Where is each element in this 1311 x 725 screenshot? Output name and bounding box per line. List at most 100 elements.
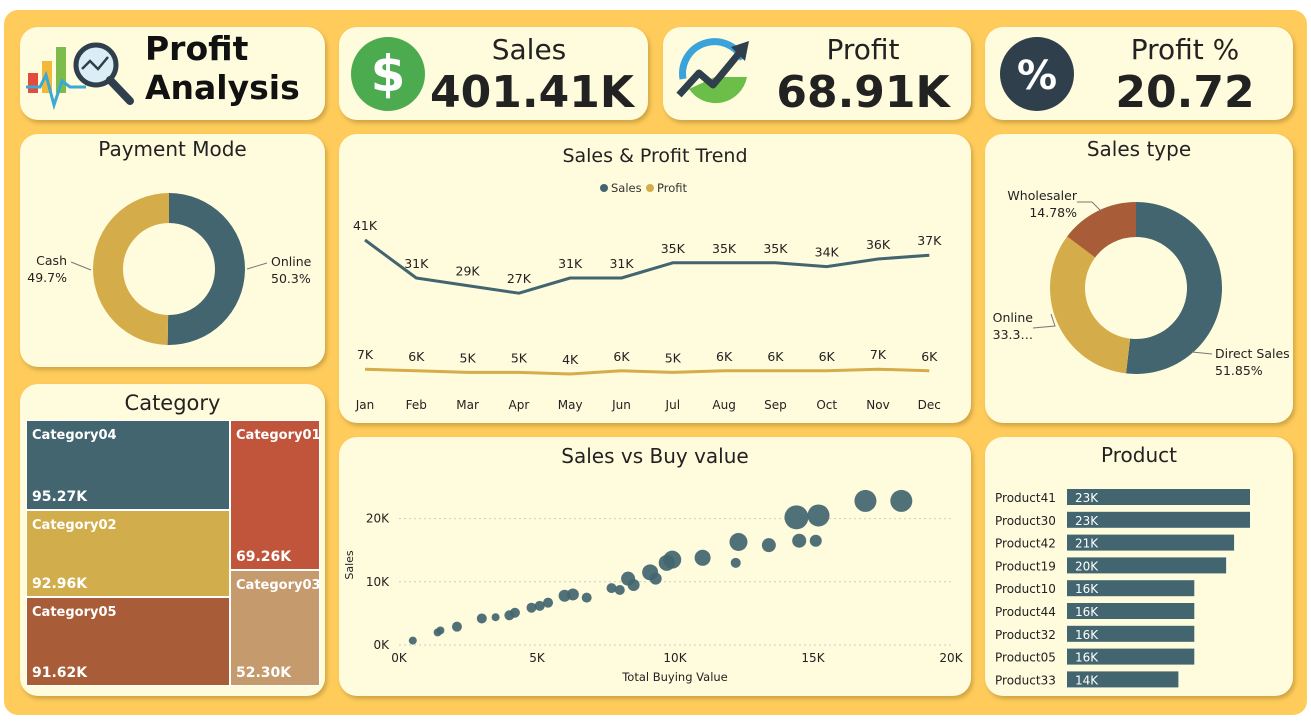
scatter-point[interactable] bbox=[854, 489, 877, 512]
bar-category-label: Product32 bbox=[995, 628, 1056, 642]
scatter-point[interactable] bbox=[658, 554, 675, 571]
bar-value-label: 16K bbox=[1075, 651, 1099, 665]
donut-slice[interactable] bbox=[93, 193, 169, 345]
category-name: Category04 bbox=[32, 428, 117, 443]
scatter-title: Sales vs Buy value bbox=[561, 444, 749, 468]
product-bar[interactable] bbox=[1067, 671, 1179, 688]
scatter-point[interactable] bbox=[627, 578, 640, 591]
slice-value-label: 33.3… bbox=[993, 327, 1033, 342]
product-bar[interactable] bbox=[1067, 489, 1250, 505]
scatter-point[interactable] bbox=[694, 549, 711, 566]
scatter-point[interactable] bbox=[784, 505, 809, 530]
slice-value-label: 51.85% bbox=[1215, 363, 1263, 378]
category-cell[interactable]: Category05 91.62K bbox=[27, 598, 229, 685]
x-tick-label: Dec bbox=[918, 398, 941, 412]
kpi-sales-label: Sales bbox=[491, 33, 567, 66]
bar-category-label: Product44 bbox=[995, 605, 1056, 619]
sales-vs-buy-tile: Sales vs Buy value 0K 10K 20K 0K 5K 10K 15K 20K… bbox=[339, 437, 971, 696]
x-tick-label: Sep bbox=[764, 398, 787, 412]
scatter-point[interactable] bbox=[649, 572, 662, 585]
product-bar[interactable] bbox=[1067, 648, 1195, 665]
category-value: 95.27K bbox=[32, 489, 88, 505]
category-cell[interactable]: Category04 95.27K bbox=[27, 421, 229, 509]
donut-slice[interactable] bbox=[1067, 202, 1136, 258]
page-title-line2: Analysis bbox=[145, 68, 300, 107]
scatter-point[interactable] bbox=[792, 533, 807, 548]
scatter-point[interactable] bbox=[433, 628, 442, 637]
product-bar[interactable] bbox=[1067, 511, 1250, 528]
data-label: 29K bbox=[456, 264, 481, 279]
x-tick-label: 15K bbox=[801, 651, 825, 665]
x-tick-label: May bbox=[558, 398, 583, 412]
product-bar[interactable] bbox=[1067, 580, 1195, 597]
category-cell[interactable]: Category01 69.26K bbox=[231, 421, 321, 569]
slice-name-label: Online bbox=[271, 254, 312, 269]
slice-value-label: 50.3% bbox=[271, 271, 311, 286]
product-bar[interactable] bbox=[1067, 557, 1227, 574]
data-label: 6K bbox=[408, 349, 425, 364]
scatter-point[interactable] bbox=[761, 538, 776, 553]
scatter-point[interactable] bbox=[807, 504, 830, 527]
data-label: 36K bbox=[866, 237, 891, 252]
x-tick-label: 10K bbox=[663, 651, 687, 665]
scatter-point[interactable] bbox=[543, 597, 554, 608]
percent-icon: % bbox=[1000, 37, 1074, 111]
scatter-point[interactable] bbox=[809, 534, 822, 547]
scatter-point[interactable] bbox=[491, 613, 500, 622]
scatter-point[interactable] bbox=[614, 585, 625, 596]
payment-mode-title: Payment Mode bbox=[98, 137, 247, 161]
data-label: 7K bbox=[870, 347, 887, 362]
scatter-point[interactable] bbox=[476, 613, 487, 624]
x-tick-label: Nov bbox=[866, 398, 889, 412]
data-label: 6K bbox=[819, 349, 836, 364]
slice-name-label: Direct Sales bbox=[1215, 346, 1290, 361]
donut-slice[interactable] bbox=[1126, 202, 1222, 374]
category-value: 52.30K bbox=[236, 665, 292, 681]
product-bar[interactable] bbox=[1067, 625, 1195, 642]
category-treemap: Category04 95.27K Category02 92.96K Cate… bbox=[26, 420, 321, 686]
category-cell[interactable]: Category03 52.30K bbox=[231, 571, 321, 685]
slice-name-label: Cash bbox=[36, 253, 67, 268]
scatter-point[interactable] bbox=[729, 532, 748, 551]
data-label: 27K bbox=[507, 271, 532, 286]
title-tile: Profit Analysis bbox=[20, 27, 325, 120]
y-tick-label: 0K bbox=[373, 638, 390, 652]
bar-category-label: Product42 bbox=[995, 537, 1056, 551]
scatter-point[interactable] bbox=[581, 592, 592, 603]
bar-value-label: 16K bbox=[1075, 628, 1099, 642]
donut-slice[interactable] bbox=[1050, 236, 1131, 374]
data-label: 31K bbox=[404, 256, 429, 271]
scatter-point[interactable] bbox=[606, 583, 617, 594]
data-label: 4K bbox=[562, 352, 579, 367]
data-label: 6K bbox=[921, 349, 938, 364]
scatter-point[interactable] bbox=[526, 602, 537, 613]
scatter-point[interactable] bbox=[730, 557, 741, 568]
scatter-point[interactable] bbox=[504, 610, 515, 621]
x-tick-label: Apr bbox=[509, 398, 530, 412]
product-tile: Product Product41 23K Product30 23K Product4… bbox=[985, 437, 1293, 696]
series-line-sales bbox=[364, 238, 930, 295]
kpi-profit-pct-tile: % Profit % 20.72 bbox=[985, 27, 1293, 120]
category-cell[interactable]: Category02 92.96K bbox=[27, 511, 229, 596]
scatter-point[interactable] bbox=[451, 621, 462, 632]
leader-line bbox=[1077, 201, 1103, 213]
legend-sales-marker bbox=[600, 184, 608, 192]
scatter-point[interactable] bbox=[408, 636, 417, 645]
svg-text:$: $ bbox=[371, 45, 406, 103]
bar-value-label: 20K bbox=[1075, 559, 1099, 573]
dollar-icon: $ bbox=[351, 37, 425, 111]
sales-type-title: Sales type bbox=[1086, 137, 1192, 161]
category-value: 69.26K bbox=[236, 549, 292, 565]
category-name: Category03 bbox=[236, 578, 321, 593]
product-bar[interactable] bbox=[1067, 534, 1235, 551]
bar-value-label: 16K bbox=[1075, 582, 1099, 596]
scatter-point[interactable] bbox=[534, 600, 545, 611]
data-label: 6K bbox=[613, 349, 630, 364]
scatter-point[interactable] bbox=[890, 489, 913, 512]
scatter-point[interactable] bbox=[558, 589, 571, 602]
donut-slice[interactable] bbox=[167, 193, 246, 345]
x-tick-label: 0K bbox=[391, 651, 408, 665]
data-label: 5K bbox=[511, 350, 528, 365]
x-tick-label: Mar bbox=[456, 398, 479, 412]
product-bar[interactable] bbox=[1067, 603, 1195, 619]
